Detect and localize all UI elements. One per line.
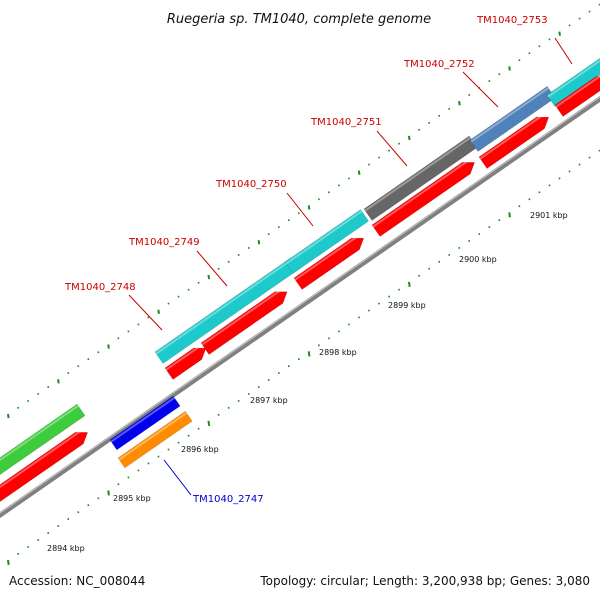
gene-feature-tm1040-2751-highlight [364, 136, 471, 212]
red-cds-6-highlight [555, 75, 600, 108]
red-cds-4[interactable] [371, 162, 476, 237]
upper-row-tick-10 [107, 344, 110, 349]
leader-tm1040-2748 [128, 294, 163, 331]
red-cds-2[interactable] [200, 291, 288, 355]
genome-summary-text: Topology: circular; Length: 3,200,938 bp… [260, 574, 590, 588]
upper-row-tick-5 [57, 379, 60, 384]
gene-label-tm1040-2753[interactable]: TM1040_2753 [476, 15, 548, 26]
upper-row-tick-40 [408, 135, 411, 141]
kbp-label-2894: 2894 kbp [47, 544, 85, 553]
upper-row-tick-25 [257, 240, 261, 245]
gene-feature-tm1040-2748[interactable] [154, 257, 299, 364]
gene-feature-blue-block[interactable] [109, 395, 181, 451]
gene-feature-tm1040-2749[interactable] [284, 209, 369, 274]
upper-row-tick-50 [508, 66, 511, 71]
leader-tm1040-2749 [196, 250, 228, 287]
upper-row-tick-30 [307, 205, 311, 210]
gene-label-tm1040-2747[interactable]: TM1040_2747 [192, 494, 264, 505]
red-cds-0[interactable] [0, 432, 89, 506]
gene-feature-tm1040-2747[interactable] [117, 410, 193, 469]
gene-label-tm1040-2752[interactable]: TM1040_2752 [403, 59, 475, 70]
map-title: Ruegeria sp. TM1040, complete genome [167, 12, 431, 27]
lower-row-tick-20 [207, 420, 211, 427]
gene-feature-left-green-highlight [0, 404, 79, 462]
gene-feature-tm1040-2752-highlight [470, 87, 549, 143]
label-leaders [128, 37, 573, 496]
gene-feature-tm1040-2753[interactable] [546, 49, 600, 107]
tick-marks [7, 3, 600, 566]
gene-feature-left-green[interactable] [0, 403, 86, 479]
leader-tm1040-2750 [286, 192, 314, 227]
kbp-label-2899: 2899 kbp [388, 301, 426, 310]
red-cds-1-highlight [165, 343, 204, 371]
red-cds-3[interactable] [293, 237, 365, 290]
leader-tm1040-2751 [376, 130, 408, 167]
red-cds-2-highlight [201, 286, 285, 346]
genome-backbone-highlight [0, 96, 600, 514]
red-cds-0-highlight [0, 427, 86, 489]
gene-feature-tm1040-2749-highlight [285, 210, 363, 265]
red-cds-5[interactable] [478, 116, 550, 169]
accession-text: Accession: NC_008044 [9, 574, 146, 588]
upper-row-tick-55 [558, 31, 561, 36]
gene-feature-tm1040-2748-highlight [155, 258, 293, 355]
red-cds-1[interactable] [164, 347, 207, 380]
red-cds-6[interactable] [554, 76, 600, 117]
genome-backbone [0, 95, 600, 519]
red-cds-5-highlight [479, 112, 547, 160]
red-cds-3-highlight [294, 233, 362, 281]
lower-row-tick-0 [7, 559, 10, 566]
upper-row-tick-20 [207, 274, 211, 280]
gene-label-tm1040-2749[interactable]: TM1040_2749 [128, 237, 200, 248]
gene-features [0, 49, 600, 506]
red-cds-4-highlight [372, 157, 473, 228]
upper-row-tick-45 [458, 100, 461, 106]
leader-tm1040-2747 [163, 459, 192, 496]
upper-row-tick-15 [157, 309, 160, 314]
gene-feature-blue-block-highlight [110, 396, 175, 443]
upper-row-tick-35 [357, 170, 361, 175]
gene-label-tm1040-2750[interactable]: TM1040_2750 [215, 179, 287, 190]
lower-row-tick-30 [307, 351, 311, 357]
lower-row-tick-50 [508, 212, 511, 218]
leader-tm1040-2753 [554, 37, 573, 65]
kbp-label-2900: 2900 kbp [459, 255, 497, 264]
upper-row-tick-0 [7, 413, 10, 419]
lower-row-tick-40 [408, 281, 411, 287]
kbp-label-2895: 2895 kbp [113, 494, 151, 503]
kbp-label-2898: 2898 kbp [319, 348, 357, 357]
gene-feature-tm1040-2753-highlight [547, 59, 600, 98]
gene-label-tm1040-2751[interactable]: TM1040_2751 [310, 117, 382, 128]
kbp-label-2897: 2897 kbp [250, 396, 288, 405]
kbp-label-2896: 2896 kbp [181, 445, 219, 454]
lower-row-tick-10 [107, 490, 110, 496]
gene-label-tm1040-2748[interactable]: TM1040_2748 [64, 282, 136, 293]
gene-feature-tm1040-2747-highlight [118, 412, 188, 461]
leader-tm1040-2752 [462, 71, 499, 108]
kbp-label-2901: 2901 kbp [530, 211, 568, 220]
